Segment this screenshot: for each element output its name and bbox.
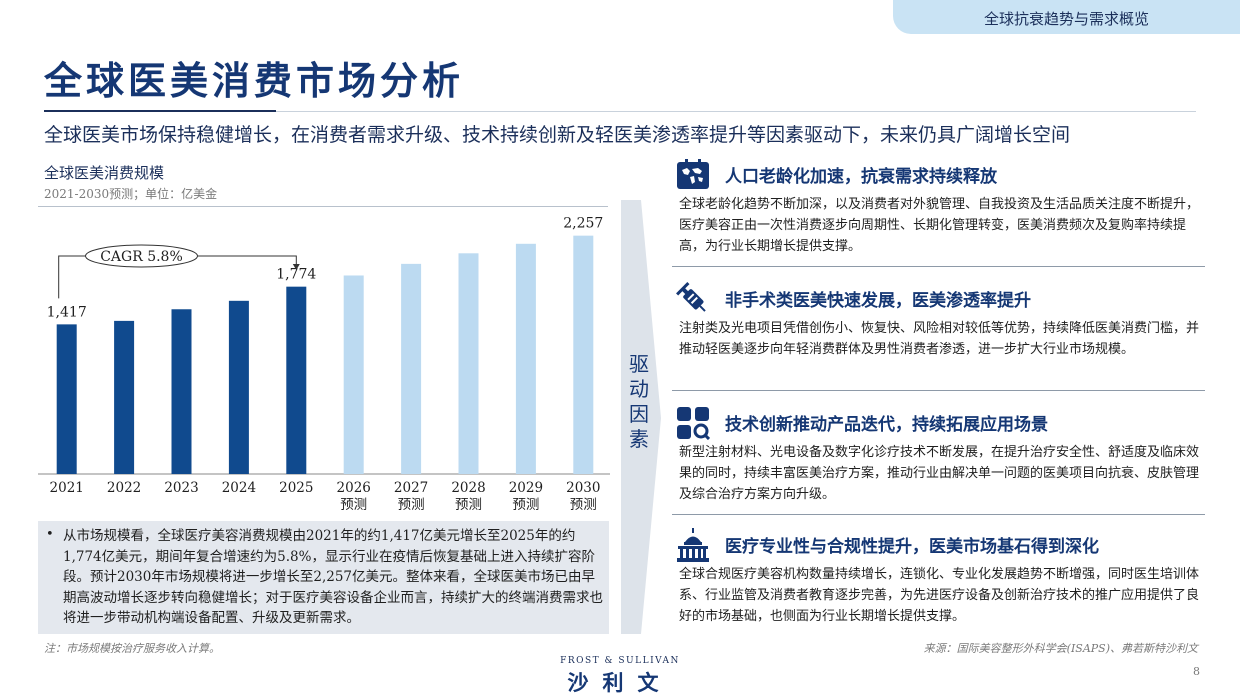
factor-body: 全球老龄化趋势不断加深，以及消费者对外貌管理、自我投资及生活品质关注度不断提升，… (679, 197, 1200, 254)
bar-2022 (114, 320, 135, 474)
factor-aging: 人口老龄化加速，抗衰需求持续释放 全球老龄化趋势不断加深，以及消费者对外貌管理、… (672, 158, 1205, 258)
x-tick-label: 2025 (279, 480, 313, 496)
cagr-label: CAGR 5.8% (100, 249, 183, 265)
x-tick-label: 2023 (164, 480, 198, 496)
apps-search-icon (677, 407, 710, 440)
data-label-2025: 1,774 (276, 267, 316, 283)
bar-2025 (286, 286, 307, 474)
chart-divider (38, 206, 608, 207)
bar-2030 (573, 235, 594, 474)
factor-body: 新型注射材料、光电设备及数字化诊疗技术不断发展，在提升治疗安全性、舒适度及临床效… (679, 445, 1200, 502)
x-tick-label: 预测 (570, 497, 597, 513)
factor-heading: 技术创新推动产品迭代，持续拓展应用场景 (725, 415, 1048, 435)
x-tick-label: 2030 (566, 480, 600, 496)
bar-2024 (228, 300, 249, 474)
factor-heading: 非手术类医美快速发展，医美渗透率提升 (725, 291, 1031, 311)
factor-compliance: 医疗专业性与合规性提升，医美市场基石得到深化 全球合规医疗美容机构数量持续增长，… (672, 528, 1205, 628)
cagr-arrowhead (292, 264, 300, 270)
world-map-icon (677, 159, 709, 189)
summary-box: • 从市场规模看，全球医疗美容消费规模由2021年的约1,417亿美元增长至20… (38, 521, 609, 634)
capitol-building-icon (677, 528, 709, 562)
x-tick-label: 2021 (50, 480, 84, 496)
factor-body: 全球合规医疗美容机构数量持续增长，连锁化、专业化发展趋势不断增强，同时医生培训体… (679, 567, 1200, 624)
x-tick-label: 预测 (398, 497, 425, 513)
data-label-2030: 2,257 (563, 216, 603, 232)
cagr-badge (85, 244, 198, 268)
footnote: 注：市场规模按治疗服务收入计算。 (44, 642, 220, 655)
section-tab: 全球抗衰趋势与需求概览 (893, 0, 1240, 34)
page-number: 8 (1193, 665, 1200, 678)
chart-title: 全球医美消费规模 (44, 164, 165, 182)
logo-wordmark: FROST & SULLIVAN (560, 656, 680, 666)
x-tick-label: 2022 (107, 480, 141, 496)
x-tick-label: 预测 (512, 497, 539, 513)
x-tick-label: 2024 (222, 480, 256, 496)
factor-heading: 医疗专业性与合规性提升，医美市场基石得到深化 (725, 537, 1099, 557)
data-label-2021: 1,417 (47, 304, 87, 320)
bar-2021 (56, 324, 77, 474)
bar-2026 (343, 275, 364, 474)
frost-sullivan-logo: FROST & SULLIVAN 沙利文 (540, 656, 700, 697)
factor-body: 注射类及光电项目凭借创伤小、恢复快、风险相对较低等优势，持续降低医美消费门槛，并… (679, 321, 1200, 357)
summary-text: 从市场规模看，全球医疗美容消费规模由2021年的约1,417亿美元增长至2025… (63, 528, 603, 626)
factor-nonsurgical: 非手术类医美快速发展，医美渗透率提升 注射类及光电项目凭借创伤小、恢复快、风险相… (672, 282, 1205, 382)
page-subtitle: 全球医美市场保持稳健增长，在消费者需求升级、技术持续创新及轻医美渗透率提升等因素… (44, 124, 1071, 146)
x-tick-label: 2029 (509, 480, 543, 496)
factor-innovation: 技术创新推动产品迭代，持续拓展应用场景 新型注射材料、光电设备及数字化诊疗技术不… (672, 406, 1205, 506)
bar-2023 (171, 309, 192, 474)
bar-2027 (401, 263, 422, 474)
factor-divider (672, 390, 1205, 391)
title-divider (44, 110, 276, 112)
bar-2028 (458, 253, 479, 474)
factor-divider (672, 514, 1205, 515)
x-tick-label: 预测 (455, 497, 482, 513)
x-tick-label: 预测 (340, 497, 367, 513)
logo-chinese: 沙利文 (567, 670, 673, 695)
x-tick-label: 2026 (337, 480, 371, 496)
bullet-dot: • (46, 527, 54, 542)
driver-arrow (621, 200, 661, 634)
bar-2029 (515, 243, 536, 474)
driver-label: 驱动因素 (629, 352, 649, 451)
section-tab-label: 全球抗衰趋势与需求概览 (983, 10, 1149, 28)
x-tick-label: 2027 (394, 480, 428, 496)
syringe-icon (676, 282, 706, 312)
factor-heading: 人口老龄化加速，抗衰需求持续释放 (725, 167, 997, 187)
x-tick-label: 2028 (451, 480, 485, 496)
source-note: 来源：国际美容整形外科学会(ISAPS)、弗若斯特沙利文 (923, 642, 1198, 655)
page-title: 全球医美消费市场分析 (44, 58, 465, 103)
chart-note: 2021-2030预测；单位：亿美金 (44, 187, 218, 201)
title-divider-light (276, 111, 1196, 112)
factor-divider (672, 266, 1205, 267)
